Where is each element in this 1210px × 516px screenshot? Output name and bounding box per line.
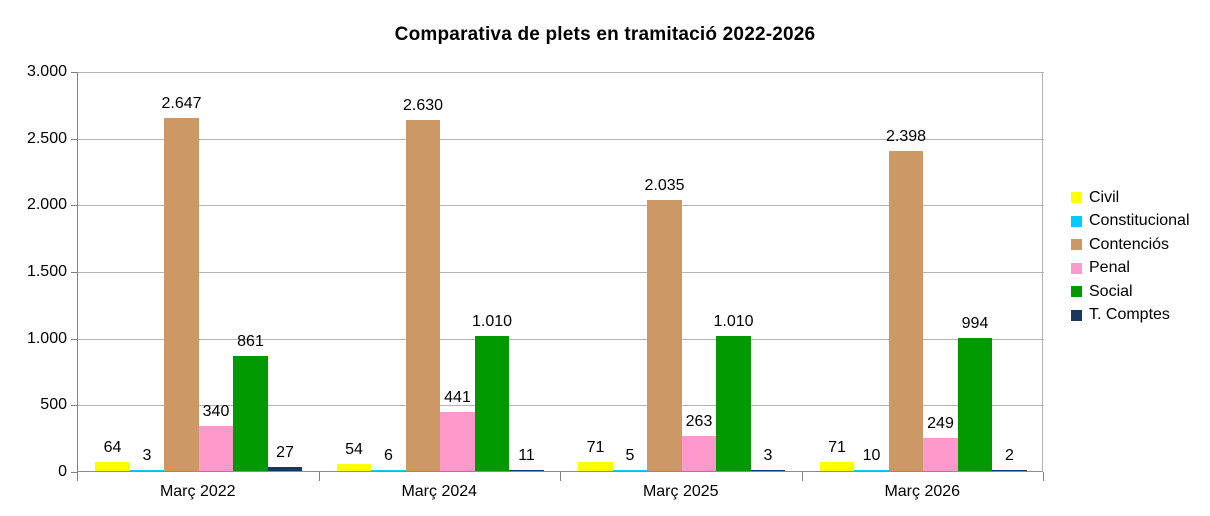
legend-label: Civil bbox=[1089, 188, 1120, 206]
bar-social-mar-2024 bbox=[474, 336, 510, 471]
x-tick-mark bbox=[560, 472, 561, 481]
legend-color-chip-civil bbox=[1071, 192, 1082, 204]
x-tick-mark bbox=[77, 472, 78, 481]
bar-t-comptes-mar-2025 bbox=[750, 470, 786, 471]
x-category-label-mar-2025: Març 2025 bbox=[642, 483, 719, 500]
bar-value-label: 71 bbox=[828, 438, 846, 456]
legend-color-chip-contenci-s bbox=[1071, 239, 1082, 251]
legend-color-chip-constitucional bbox=[1071, 215, 1082, 227]
bar-civil-mar-2026 bbox=[819, 461, 855, 471]
bar-value-label: 2.035 bbox=[644, 176, 685, 194]
bar-value-label: 10 bbox=[862, 446, 881, 464]
y-tick-label: 3.000 bbox=[26, 63, 67, 80]
y-tick-label: 0 bbox=[58, 463, 67, 480]
bar-value-label: 2.398 bbox=[885, 128, 927, 146]
bar-contenci-s-mar-2022 bbox=[164, 118, 199, 471]
gridline-1000 bbox=[78, 338, 1044, 340]
y-tick-mark bbox=[71, 405, 77, 407]
x-tick-mark bbox=[1043, 472, 1044, 481]
bar-value-label: 1.010 bbox=[471, 313, 513, 331]
bar-constitucional-mar-2022 bbox=[129, 470, 165, 471]
bar-social-mar-2026 bbox=[957, 338, 993, 471]
legend-label: Social bbox=[1089, 282, 1133, 300]
legend-color-chip-penal bbox=[1071, 262, 1082, 274]
x-tick-mark bbox=[318, 472, 320, 481]
bar-civil-mar-2025 bbox=[578, 461, 613, 471]
bar-value-label: 5 bbox=[625, 447, 635, 464]
bar-social-mar-2022 bbox=[233, 356, 268, 471]
legend-color-chip-social bbox=[1071, 286, 1082, 298]
x-category-label-mar-2022: Març 2022 bbox=[159, 483, 236, 500]
y-tick-label: 1.500 bbox=[26, 263, 67, 280]
bar-contenci-s-mar-2025 bbox=[647, 199, 682, 471]
bar-value-label: 2.647 bbox=[161, 95, 202, 113]
bar-value-label: 54 bbox=[345, 440, 363, 458]
legend-label: Penal bbox=[1089, 259, 1130, 277]
gridline-500 bbox=[78, 405, 1044, 407]
y-tick-label: 2.000 bbox=[26, 196, 67, 214]
y-tick-mark bbox=[71, 472, 77, 473]
legend-item-t-comptes: T. Comptes bbox=[1071, 304, 1190, 328]
bar-value-label: 71 bbox=[586, 438, 605, 456]
bar-value-label: 340 bbox=[202, 402, 230, 420]
bar-value-label: 441 bbox=[444, 389, 471, 407]
legend-label: T. Comptes bbox=[1089, 306, 1170, 324]
bar-penal-mar-2025 bbox=[681, 435, 717, 471]
bar-value-label: 6 bbox=[384, 447, 393, 464]
bar-value-label: 64 bbox=[103, 439, 122, 457]
bar-constitucional-mar-2026 bbox=[854, 469, 889, 471]
bar-t-comptes-mar-2022 bbox=[267, 467, 303, 471]
bar-contenci-s-mar-2024 bbox=[405, 120, 441, 471]
bar-social-mar-2025 bbox=[716, 336, 751, 471]
bar-value-label: 11 bbox=[518, 446, 535, 464]
legend-item-social: Social bbox=[1071, 280, 1190, 304]
y-tick-mark bbox=[71, 338, 77, 340]
bar-value-label: 2.630 bbox=[402, 97, 444, 115]
gridline-2500 bbox=[78, 138, 1044, 140]
y-tick-label: 500 bbox=[40, 396, 67, 414]
bar-contenci-s-mar-2026 bbox=[888, 151, 924, 471]
legend-item-constitucional: Constitucional bbox=[1071, 210, 1190, 234]
bar-value-label: 249 bbox=[927, 414, 954, 432]
bar-penal-mar-2026 bbox=[923, 437, 958, 471]
bar-constitucional-mar-2025 bbox=[612, 470, 648, 471]
bar-t-comptes-mar-2026 bbox=[992, 470, 1027, 471]
bar-t-comptes-mar-2024 bbox=[509, 469, 544, 471]
y-tick-mark bbox=[71, 205, 77, 207]
y-tick-mark bbox=[71, 272, 77, 273]
bar-value-label: 1.010 bbox=[713, 313, 754, 331]
gridline-3000 bbox=[78, 72, 1044, 73]
bar-value-label: 27 bbox=[276, 444, 294, 462]
x-category-label-mar-2026: Març 2026 bbox=[884, 483, 961, 500]
y-tick-mark bbox=[71, 72, 77, 73]
bar-value-label: 263 bbox=[685, 412, 713, 430]
bar-civil-mar-2024 bbox=[336, 463, 372, 471]
plot-area: 64 3 2.647 340 861 27 54 6 2.630 441 1.010 11 71 5 2.0… bbox=[77, 72, 1044, 472]
y-tick-mark bbox=[71, 138, 77, 140]
bar-value-label: 3 bbox=[763, 447, 773, 464]
x-tick-mark bbox=[801, 472, 803, 481]
legend: Civil Constitucional Contenciós Penal Social… bbox=[1071, 186, 1190, 327]
bar-penal-mar-2024 bbox=[440, 412, 475, 471]
chart-title: Comparativa de plets en tramitació 2022-… bbox=[394, 24, 816, 45]
legend-label: Contenciós bbox=[1089, 235, 1170, 253]
bar-value-label: 3 bbox=[142, 447, 152, 464]
bar-value-label: 2 bbox=[1005, 447, 1014, 464]
legend-label: Constitucional bbox=[1089, 212, 1190, 230]
legend-item-contenci-s: Contenciós bbox=[1071, 233, 1190, 257]
bar-value-label: 861 bbox=[237, 333, 264, 351]
bar-penal-mar-2022 bbox=[198, 425, 234, 471]
bar-value-label: 994 bbox=[961, 315, 989, 333]
gridline-1500 bbox=[78, 272, 1044, 273]
y-tick-label: 1.000 bbox=[26, 329, 67, 347]
legend-color-chip-t-comptes bbox=[1071, 309, 1082, 321]
gridline-2000 bbox=[78, 205, 1044, 207]
bar-civil-mar-2022 bbox=[95, 462, 130, 471]
y-tick-label: 2.500 bbox=[26, 129, 67, 147]
legend-item-civil: Civil bbox=[1071, 186, 1190, 210]
x-category-label-mar-2024: Març 2024 bbox=[401, 483, 478, 500]
legend-item-penal: Penal bbox=[1071, 257, 1190, 281]
bar-constitucional-mar-2024 bbox=[371, 470, 406, 471]
